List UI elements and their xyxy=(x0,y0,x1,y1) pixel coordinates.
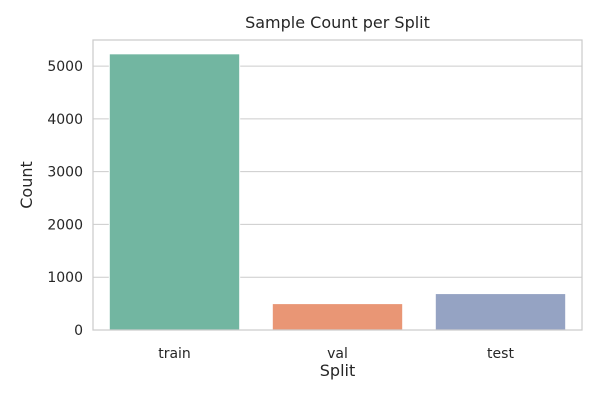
x-tick-label-train: train xyxy=(158,346,191,362)
y-tick-label: 3000 xyxy=(47,165,83,181)
y-tick-label: 1000 xyxy=(47,270,83,286)
x-tick-label-val: val xyxy=(327,346,348,362)
bar-test xyxy=(434,293,567,331)
bar-train xyxy=(108,53,241,331)
bar-val xyxy=(271,303,404,331)
x-tick-labels: train val test xyxy=(158,346,514,362)
y-tick-label: 2000 xyxy=(47,217,83,233)
x-axis-label: Split xyxy=(320,361,355,380)
y-tick-label: 0 xyxy=(74,323,83,339)
y-axis-label: Count xyxy=(17,161,36,209)
chart-title: Sample Count per Split xyxy=(245,13,430,32)
y-tick-label: 5000 xyxy=(47,59,83,75)
bar-layer xyxy=(108,53,567,331)
plot-frame xyxy=(92,39,583,331)
y-tick-labels: 0 1000 2000 3000 4000 5000 xyxy=(47,59,83,339)
x-tick-label-test: test xyxy=(487,346,514,362)
y-tick-label: 4000 xyxy=(47,112,83,128)
